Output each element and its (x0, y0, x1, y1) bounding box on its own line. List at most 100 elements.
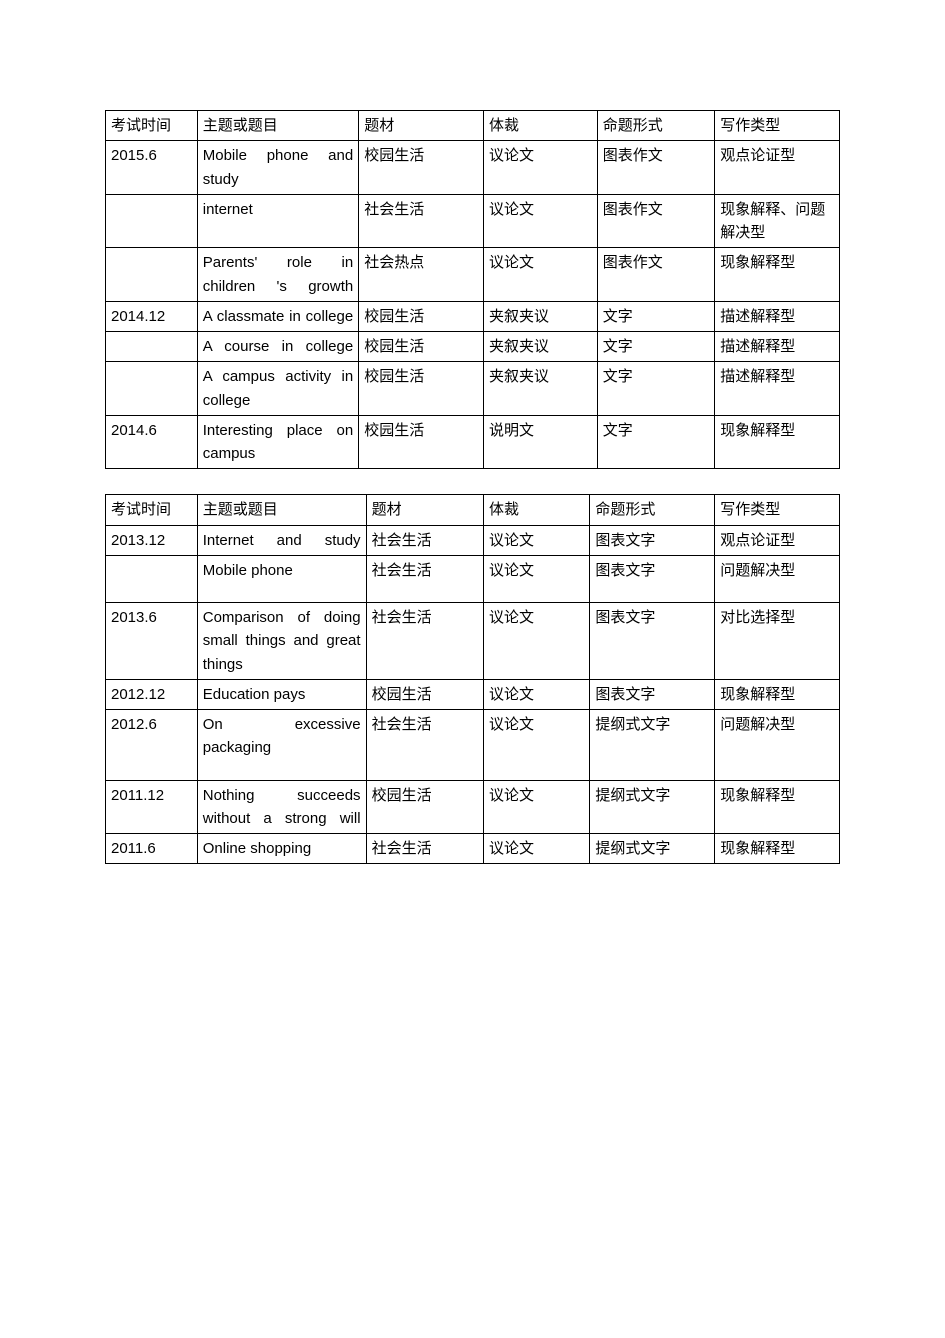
cell-form: 图表作文 (597, 194, 714, 248)
cell-genre: 议论文 (484, 710, 590, 781)
cell-time (106, 248, 198, 302)
table-row: 2015.6Mobile phone and study校园生活议论文图表作文观… (106, 141, 840, 195)
cell-form: 文字 (597, 362, 714, 416)
cell-material: 校园生活 (366, 679, 483, 709)
cell-genre: 议论文 (484, 555, 590, 602)
cell-genre: 议论文 (483, 248, 597, 302)
cell-type: 问题解决型 (715, 555, 840, 602)
cell-material: 社会生活 (366, 603, 483, 680)
cell-genre: 议论文 (484, 679, 590, 709)
cell-time (106, 194, 198, 248)
table2-body: 考试时间主题或题目题材体裁命题形式写作类型2013.12Internet and… (106, 495, 840, 864)
cell-material: 社会生活 (366, 834, 483, 864)
cell-form: 图表文字 (590, 679, 715, 709)
table-row: internet社会生活议论文图表作文现象解释、问题解决型 (106, 194, 840, 248)
table-row: 2014.6Interesting place on campus校园生活说明文… (106, 415, 840, 469)
table-row: 2011.12Nothing succeeds without a strong… (106, 780, 840, 834)
cell-material: 校园生活 (359, 362, 484, 416)
table-header-row: 考试时间主题或题目题材体裁命题形式写作类型 (106, 111, 840, 141)
cell-genre: 议论文 (484, 525, 590, 555)
cell-material: 社会生活 (366, 710, 483, 781)
cell-genre: 夹叙夹议 (483, 301, 597, 331)
cell-time: 2012.6 (106, 710, 198, 781)
cell-form: 提纲式文字 (590, 834, 715, 864)
cell-genre: 议论文 (484, 834, 590, 864)
cell-type: 观点论证型 (715, 525, 840, 555)
cell-topic: Nothing succeeds without a strong will (197, 780, 366, 834)
cell-genre: 议论文 (483, 194, 597, 248)
cell-material: 校园生活 (366, 780, 483, 834)
cell-type: 观点论证型 (715, 141, 840, 195)
header-cell-time: 考试时间 (106, 495, 198, 525)
cell-material: 校园生活 (359, 141, 484, 195)
table-spacer (105, 469, 840, 494)
cell-type: 描述解释型 (715, 301, 840, 331)
cell-topic: A campus activity in college (197, 362, 358, 416)
cell-topic: Online shopping (197, 834, 366, 864)
table-row: A campus activity in college校园生活夹叙夹议文字描述… (106, 362, 840, 416)
cell-topic: Education pays (197, 679, 366, 709)
cell-genre: 说明文 (483, 415, 597, 469)
cell-genre: 议论文 (483, 141, 597, 195)
table-row: 2013.6Comparison of doing small things a… (106, 603, 840, 680)
table-row: 2012.12Education pays校园生活议论文图表文字现象解释型 (106, 679, 840, 709)
cell-genre: 议论文 (484, 780, 590, 834)
header-cell-topic: 主题或题目 (197, 111, 358, 141)
cell-type: 描述解释型 (715, 332, 840, 362)
cell-time: 2011.12 (106, 780, 198, 834)
cell-time (106, 555, 198, 602)
cell-form: 图表文字 (590, 555, 715, 602)
header-cell-material: 题材 (366, 495, 483, 525)
cell-topic: On excessive packaging (197, 710, 366, 781)
cell-form: 文字 (597, 332, 714, 362)
header-cell-type: 写作类型 (715, 495, 840, 525)
table-row: 2011.6Online shopping社会生活议论文提纲式文字现象解释型 (106, 834, 840, 864)
cell-time: 2014.12 (106, 301, 198, 331)
cell-type: 现象解释型 (715, 415, 840, 469)
cell-topic: internet (197, 194, 358, 248)
cell-form: 提纲式文字 (590, 780, 715, 834)
exam-table-1: 考试时间主题或题目题材体裁命题形式写作类型2015.6Mobile phone … (105, 110, 840, 469)
header-cell-type: 写作类型 (715, 111, 840, 141)
cell-genre: 议论文 (484, 603, 590, 680)
table-row: Parents' role in children 's growth社会热点议… (106, 248, 840, 302)
cell-genre: 夹叙夹议 (483, 362, 597, 416)
cell-material: 社会生活 (366, 525, 483, 555)
cell-type: 对比选择型 (715, 603, 840, 680)
cell-type: 问题解决型 (715, 710, 840, 781)
table-row: 2012.6On excessive packaging社会生活议论文提纲式文字… (106, 710, 840, 781)
cell-form: 图表作文 (597, 248, 714, 302)
cell-type: 描述解释型 (715, 362, 840, 416)
table-header-row: 考试时间主题或题目题材体裁命题形式写作类型 (106, 495, 840, 525)
cell-type: 现象解释型 (715, 834, 840, 864)
cell-type: 现象解释型 (715, 248, 840, 302)
cell-topic: A classmate in college (197, 301, 358, 331)
cell-material: 校园生活 (359, 301, 484, 331)
cell-topic: Comparison of doing small things and gre… (197, 603, 366, 680)
cell-topic: Mobile phone and study (197, 141, 358, 195)
cell-time: 2013.6 (106, 603, 198, 680)
cell-time: 2013.12 (106, 525, 198, 555)
table-row: 2014.12A classmate in college校园生活夹叙夹议文字描… (106, 301, 840, 331)
cell-type: 现象解释、问题解决型 (715, 194, 840, 248)
cell-topic: Parents' role in children 's growth (197, 248, 358, 302)
cell-topic: Interesting place on campus (197, 415, 358, 469)
table-row: A course in college校园生活夹叙夹议文字描述解释型 (106, 332, 840, 362)
cell-material: 社会热点 (359, 248, 484, 302)
cell-form: 图表文字 (590, 603, 715, 680)
cell-type: 现象解释型 (715, 780, 840, 834)
exam-table-2: 考试时间主题或题目题材体裁命题形式写作类型2013.12Internet and… (105, 494, 840, 864)
header-cell-material: 题材 (359, 111, 484, 141)
cell-form: 文字 (597, 301, 714, 331)
header-cell-genre: 体裁 (484, 495, 590, 525)
cell-time (106, 362, 198, 416)
cell-topic: Internet and study (197, 525, 366, 555)
cell-material: 社会生活 (366, 555, 483, 602)
cell-genre: 夹叙夹议 (483, 332, 597, 362)
header-cell-topic: 主题或题目 (197, 495, 366, 525)
cell-time: 2015.6 (106, 141, 198, 195)
table-row: Mobile phone社会生活议论文图表文字问题解决型 (106, 555, 840, 602)
cell-form: 图表作文 (597, 141, 714, 195)
header-cell-time: 考试时间 (106, 111, 198, 141)
cell-topic: A course in college (197, 332, 358, 362)
